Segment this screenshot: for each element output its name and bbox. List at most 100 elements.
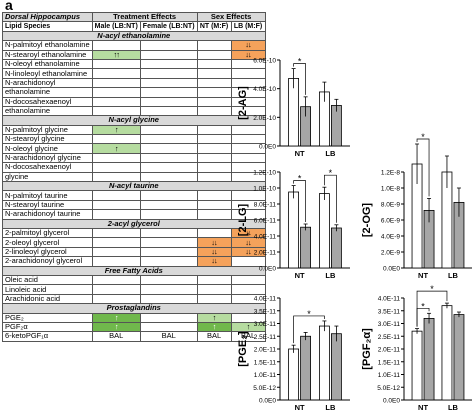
lipid-species-label: ethanolamine xyxy=(2,105,93,117)
effect-cell xyxy=(139,284,198,295)
x-tick-label: LB xyxy=(448,403,459,412)
effect-cell xyxy=(196,199,232,211)
effect-cell xyxy=(139,58,198,70)
effect-cell xyxy=(91,134,141,145)
effect-cell xyxy=(91,105,141,117)
y-tick-label: 8.0E-9 xyxy=(381,202,401,209)
lipid-species-label: N-stearoyl taurine xyxy=(2,199,93,211)
x-tick-label: LB xyxy=(325,271,336,280)
x-tick-label: LB xyxy=(448,271,459,280)
y-tick-label: 8.0E-11 xyxy=(254,202,277,209)
effect-cell xyxy=(196,227,232,239)
table-row: Oleic acid xyxy=(2,274,266,286)
bar xyxy=(331,333,342,401)
y-tick-label: 2.0E-11 xyxy=(254,347,277,354)
lipid-species-label: 2-arachidonoyl glycerol xyxy=(2,256,93,267)
y-axis-label: [PGE₂] xyxy=(237,331,249,367)
bar xyxy=(411,330,423,401)
table-row: N-docosahexaenoyl xyxy=(2,162,266,173)
table-row: N-stearoyl ethanolamine ↑↑ ↓↓ xyxy=(2,49,266,60)
y-tick-label: 1.0E-11 xyxy=(378,372,401,379)
effect-cell: ↑ xyxy=(91,143,141,154)
y-tick-label: 3.5E-11 xyxy=(254,308,277,315)
y-tick-label: 6.0E-11 xyxy=(254,218,277,225)
y-tick-label: 4.0E-10 xyxy=(253,86,276,93)
significance-star: * xyxy=(329,168,333,178)
effect-cell xyxy=(139,274,198,286)
bar xyxy=(319,193,330,269)
table-row: N-arachidonoyl taurine xyxy=(2,209,266,220)
table-row: Linoleic acid xyxy=(2,284,266,295)
effect-cell xyxy=(139,77,198,89)
bar xyxy=(288,191,299,269)
table-row: N-palmitoyl glycine ↑ xyxy=(2,124,266,136)
lipid-species-label: N-arachidonoyl taurine xyxy=(2,209,93,220)
effect-cell: BAL xyxy=(139,331,198,342)
effect-cell xyxy=(91,246,141,258)
significance-star: * xyxy=(430,284,434,294)
effect-cell xyxy=(91,152,141,164)
y-tick-label: 4.0E-11 xyxy=(254,296,277,303)
y-tick-label: 2.5E-11 xyxy=(254,334,277,341)
significance-star: * xyxy=(307,309,311,319)
y-tick-label: 1.0E-11 xyxy=(254,372,277,379)
effect-cell xyxy=(139,96,198,107)
effect-cell xyxy=(91,190,141,201)
effect-cell xyxy=(91,209,141,220)
group-name: N-acyl ethanolamine xyxy=(2,30,266,42)
x-tick-label: NT xyxy=(418,403,428,412)
y-tick-label: 0.0E0 xyxy=(259,266,276,273)
bar xyxy=(423,317,435,401)
effect-cell xyxy=(91,96,141,107)
y-tick-label: 6.0E-10 xyxy=(253,58,276,65)
table-row: 2-linoleoyl glycerol ↓↓ ↓↓ xyxy=(2,246,266,258)
table-row: N-arachidonoyl glycine xyxy=(2,152,266,164)
lipid-species-label: ethanolamine xyxy=(2,87,93,98)
effect-cell xyxy=(91,171,141,183)
lipid-species-label: PGF₂α xyxy=(2,321,93,333)
effect-cell xyxy=(91,58,141,70)
column-header: Female (LB:NT) xyxy=(139,21,198,32)
effect-cell xyxy=(139,162,198,173)
effect-cell xyxy=(196,209,232,220)
y-tick-label: 3.0E-11 xyxy=(254,321,277,328)
table-group-header: N-acyl ethanolamine xyxy=(2,30,266,42)
effect-cell xyxy=(139,134,198,145)
y-tick-label: 1.2E-10 xyxy=(253,170,276,177)
effect-cell xyxy=(91,77,141,89)
lipid-species-label: 6-ketoPGF₁α xyxy=(2,331,93,342)
sex-effects-header: Sex Effects xyxy=(196,11,266,23)
effect-cell xyxy=(91,256,141,267)
y-axis-label: [2-AG] xyxy=(237,86,249,120)
group-name: Free Fatty Acids xyxy=(2,265,266,276)
lipid-species-label: N-stearoyl ethanolamine xyxy=(2,49,93,60)
group-name: 2-acyl glycerol xyxy=(2,218,266,230)
effect-cell: ↓↓ xyxy=(196,256,232,267)
effect-cell xyxy=(139,143,198,154)
significance-bracket xyxy=(324,174,337,223)
lipid-species-label: 2-palmitoyl glycerol xyxy=(2,227,93,239)
significance-bracket xyxy=(416,138,430,197)
table-group-header: N-acyl glycine xyxy=(2,115,266,126)
significance-star: * xyxy=(421,132,425,142)
y-tick-label: 6.0E-9 xyxy=(381,218,401,225)
effect-cell xyxy=(139,190,198,201)
table-row: 2-oleoyl glycerol ↓↓ ↓↓ xyxy=(2,237,266,248)
effect-cell xyxy=(139,321,198,333)
treatment-effects-header: Treatment Effects xyxy=(91,11,198,23)
effect-cell xyxy=(196,105,232,117)
effect-cell xyxy=(139,49,198,60)
lipid-species-label: N-oleoyl ethanolamine xyxy=(2,58,93,70)
significance-star: * xyxy=(421,301,425,311)
lipid-species-label: Arachidonic acid xyxy=(2,293,93,305)
significance-star: * xyxy=(298,57,302,67)
effect-cell xyxy=(139,227,198,239)
bar xyxy=(288,78,299,147)
table-group-header: Prostaglandins xyxy=(2,303,266,314)
bar xyxy=(441,305,453,401)
effect-cell xyxy=(196,134,232,145)
effect-cell xyxy=(139,293,198,305)
x-tick-label: NT xyxy=(295,149,305,158)
y-tick-label: 1.0E-8 xyxy=(381,186,401,193)
y-axis-label: [2-LG] xyxy=(237,203,249,236)
